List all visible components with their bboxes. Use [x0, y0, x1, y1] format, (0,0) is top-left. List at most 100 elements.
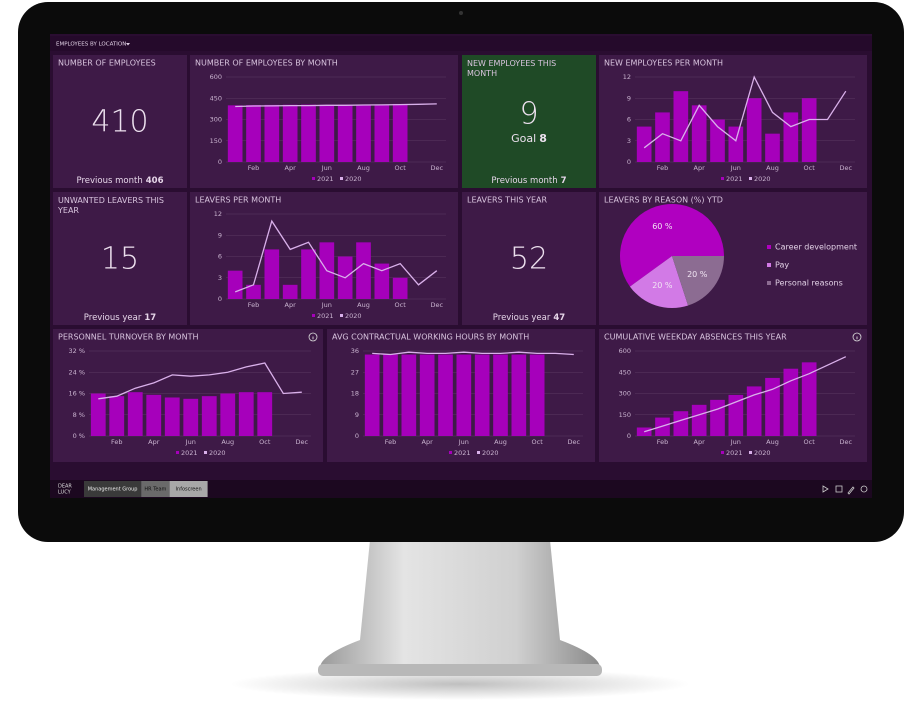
legend-swatch — [767, 245, 771, 249]
bar — [109, 396, 125, 436]
x-tick-label: Dec — [840, 438, 853, 446]
play-icon[interactable] — [822, 485, 829, 493]
y-tick-label: 32 % — [68, 347, 85, 355]
kpi-value: 9 — [519, 97, 538, 132]
x-tick-label: Apr — [285, 164, 297, 172]
y-tick-label: 150 — [210, 137, 222, 145]
legend-swatch — [477, 451, 480, 454]
tab[interactable] — [84, 481, 142, 497]
bar — [282, 284, 298, 299]
bar — [529, 354, 545, 436]
legend-label: Pay — [775, 261, 789, 270]
legend-swatch — [340, 314, 343, 317]
location-filter[interactable]: EMPLOYEES BY LOCATION — [56, 42, 126, 48]
edit-icon[interactable] — [847, 486, 855, 495]
legend-swatch — [312, 314, 315, 317]
tab[interactable] — [141, 481, 170, 497]
x-tick-label: Oct — [395, 301, 407, 309]
previous-value: 406 — [146, 176, 164, 186]
info-icon[interactable] — [308, 332, 318, 342]
x-tick-label: Oct — [532, 438, 544, 446]
bar — [164, 397, 180, 436]
bar — [801, 98, 817, 162]
info-icon[interactable] — [852, 332, 862, 342]
bar — [710, 399, 725, 436]
bar — [636, 427, 652, 436]
legend-label: 2021 — [317, 175, 334, 183]
legend-label: 2021 — [181, 449, 198, 457]
dropdown-caret[interactable] — [126, 43, 130, 46]
pie-label: 20 % — [652, 281, 673, 290]
chart-title: AVG CONTRACTUAL WORKING HOURS BY MONTH — [332, 333, 529, 342]
x-tick-label: Aug — [221, 438, 234, 446]
bar — [220, 393, 236, 436]
x-tick-label: Aug — [357, 301, 370, 309]
y-tick-label: 300 — [210, 116, 222, 124]
x-tick-label: Apr — [148, 438, 160, 446]
bar — [765, 377, 780, 436]
bar — [691, 105, 707, 162]
legend-swatch — [721, 451, 724, 454]
kpi-panel — [53, 55, 187, 188]
bar — [673, 91, 689, 162]
x-tick-label: Oct — [804, 438, 816, 446]
kpi-value: 52 — [510, 242, 548, 277]
bar — [364, 354, 380, 436]
bar — [246, 105, 261, 162]
x-tick-label: Feb — [248, 301, 260, 309]
chart-title: NUMBER OF EMPLOYEES BY MONTH — [195, 59, 338, 68]
previous-value: 7 — [561, 176, 567, 186]
kpi-previous: Previous year 17 — [84, 313, 157, 323]
y-tick-label: 600 — [210, 73, 222, 81]
legend-swatch — [767, 281, 771, 285]
tab-label[interactable]: Infoscreen — [176, 487, 202, 493]
kpi-title-line: YEAR — [57, 206, 79, 215]
x-tick-label: Jun — [185, 438, 196, 446]
y-tick-label: 0 — [627, 432, 631, 440]
kpi-previous: Previous year 47 — [493, 313, 566, 323]
bar — [264, 104, 280, 162]
x-tick-label: Jun — [458, 438, 469, 446]
bar — [728, 126, 744, 162]
tab-label[interactable]: HR Team — [144, 487, 166, 493]
bar — [146, 394, 162, 436]
y-tick-label: 6 — [627, 116, 631, 124]
kpi-goal: Goal 8 — [511, 132, 547, 145]
y-tick-label: 0 — [218, 295, 222, 303]
bar — [183, 398, 199, 436]
kpi-panel — [53, 192, 187, 325]
bar — [392, 103, 408, 162]
bar — [238, 392, 254, 436]
settings-icon[interactable] — [860, 485, 868, 493]
pie-label: 20 % — [687, 270, 708, 279]
line — [98, 362, 302, 400]
legend-swatch — [176, 451, 179, 454]
y-tick-label: 9 — [218, 231, 222, 239]
bar — [691, 404, 707, 436]
bar — [337, 104, 353, 162]
bar — [301, 249, 316, 299]
tab-label[interactable]: Management Group — [88, 487, 138, 493]
bar — [419, 354, 435, 436]
pie-slice — [672, 256, 724, 306]
tab[interactable] — [169, 481, 208, 497]
pie-label: 60 % — [652, 222, 673, 231]
y-tick-label: 150 — [619, 411, 631, 419]
bar — [765, 133, 780, 162]
y-tick-label: 27 — [351, 368, 359, 376]
bar — [319, 104, 335, 162]
kpi-previous: Previous month 7 — [491, 176, 566, 186]
bar — [282, 104, 298, 162]
camera — [459, 11, 463, 15]
legend-label: 2020 — [754, 175, 771, 183]
y-tick-label: 3 — [627, 137, 631, 145]
x-tick-label: Jun — [730, 164, 741, 172]
footer-icons — [822, 485, 868, 495]
x-tick-label: Apr — [422, 438, 434, 446]
y-tick-label: 18 — [351, 390, 359, 398]
y-tick-label: 9 — [355, 411, 359, 419]
kpi-title: LEAVERS THIS YEAR — [467, 196, 547, 205]
fullscreen-icon[interactable] — [835, 485, 843, 493]
x-tick-label: Oct — [804, 164, 816, 172]
